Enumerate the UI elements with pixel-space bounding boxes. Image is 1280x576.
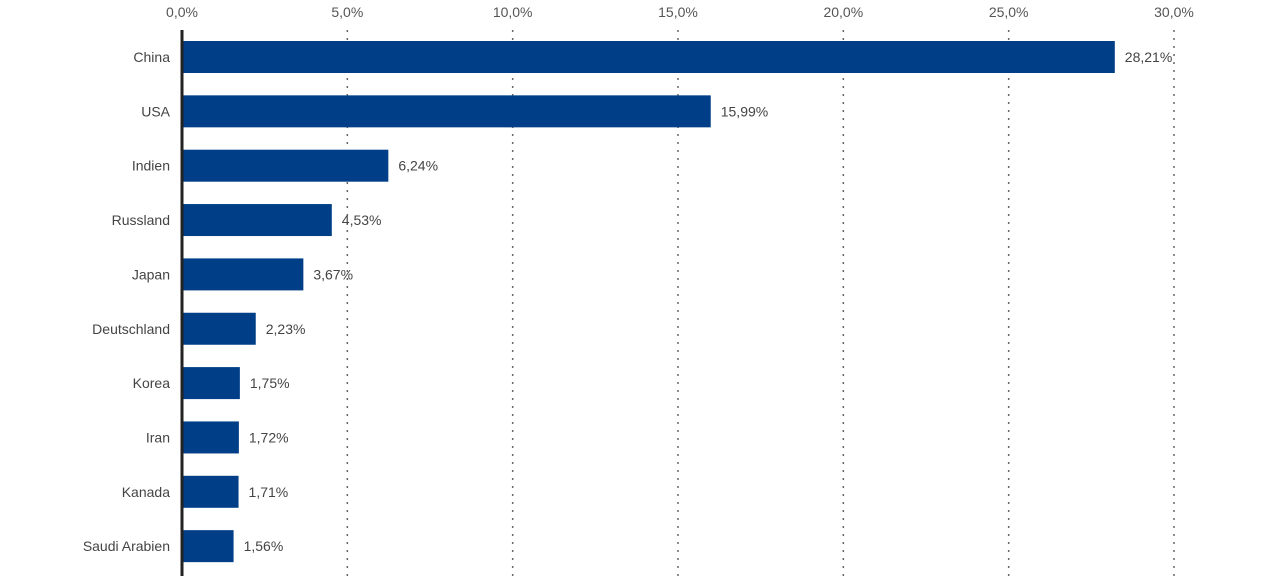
bar-kanada bbox=[183, 475, 239, 508]
category-label: Japan bbox=[132, 266, 170, 282]
bar-saudi-arabien bbox=[183, 530, 234, 563]
x-tick-label: 5,0% bbox=[331, 4, 363, 20]
bar-korea bbox=[183, 367, 240, 400]
x-tick-label: 0,0% bbox=[166, 4, 198, 20]
bars bbox=[183, 41, 1115, 563]
category-label: Deutschland bbox=[92, 321, 170, 337]
category-label: China bbox=[133, 49, 170, 65]
x-tick-label: 10,0% bbox=[493, 4, 533, 20]
bar-russland bbox=[183, 204, 332, 237]
data-label: 4,53% bbox=[342, 212, 382, 228]
category-label: Saudi Arabien bbox=[83, 538, 170, 554]
data-labels: 28,21% 15,99% 6,24% 4,53% 3,67% 2,23% 1,75% 1,7… bbox=[244, 49, 1173, 554]
data-label: 2,23% bbox=[266, 321, 306, 337]
x-tick-label: 15,0% bbox=[658, 4, 698, 20]
x-tick-label: 20,0% bbox=[823, 4, 863, 20]
category-labels: China USA Indien Russland Japan Deutschland Ko… bbox=[83, 49, 171, 554]
category-label: Russland bbox=[112, 212, 170, 228]
data-label: 3,67% bbox=[313, 266, 353, 282]
x-tick-labels: 0,0% 5,0% 10,0% 15,0% 20,0% 25,0% 30,0% bbox=[166, 4, 1194, 20]
bar-usa bbox=[183, 95, 711, 128]
category-label: Kanada bbox=[122, 484, 170, 500]
category-label: USA bbox=[141, 103, 170, 119]
bar-deutschland bbox=[183, 312, 256, 345]
category-label: Korea bbox=[133, 375, 171, 391]
bar-iran bbox=[183, 421, 239, 454]
data-label: 1,72% bbox=[249, 429, 289, 445]
grid-lines bbox=[346, 30, 1175, 576]
x-tick-label: 30,0% bbox=[1154, 4, 1194, 20]
bar-japan bbox=[183, 258, 304, 291]
data-label: 1,75% bbox=[250, 375, 290, 391]
category-label: Indien bbox=[132, 158, 170, 174]
data-label: 1,56% bbox=[244, 538, 284, 554]
data-label: 28,21% bbox=[1125, 49, 1172, 65]
x-tick-label: 25,0% bbox=[989, 4, 1029, 20]
category-label: Iran bbox=[146, 429, 170, 445]
bar-china bbox=[183, 41, 1115, 73]
data-label: 15,99% bbox=[721, 103, 768, 119]
bar-indien bbox=[183, 149, 389, 182]
data-label: 1,71% bbox=[249, 484, 289, 500]
data-label: 6,24% bbox=[398, 158, 438, 174]
